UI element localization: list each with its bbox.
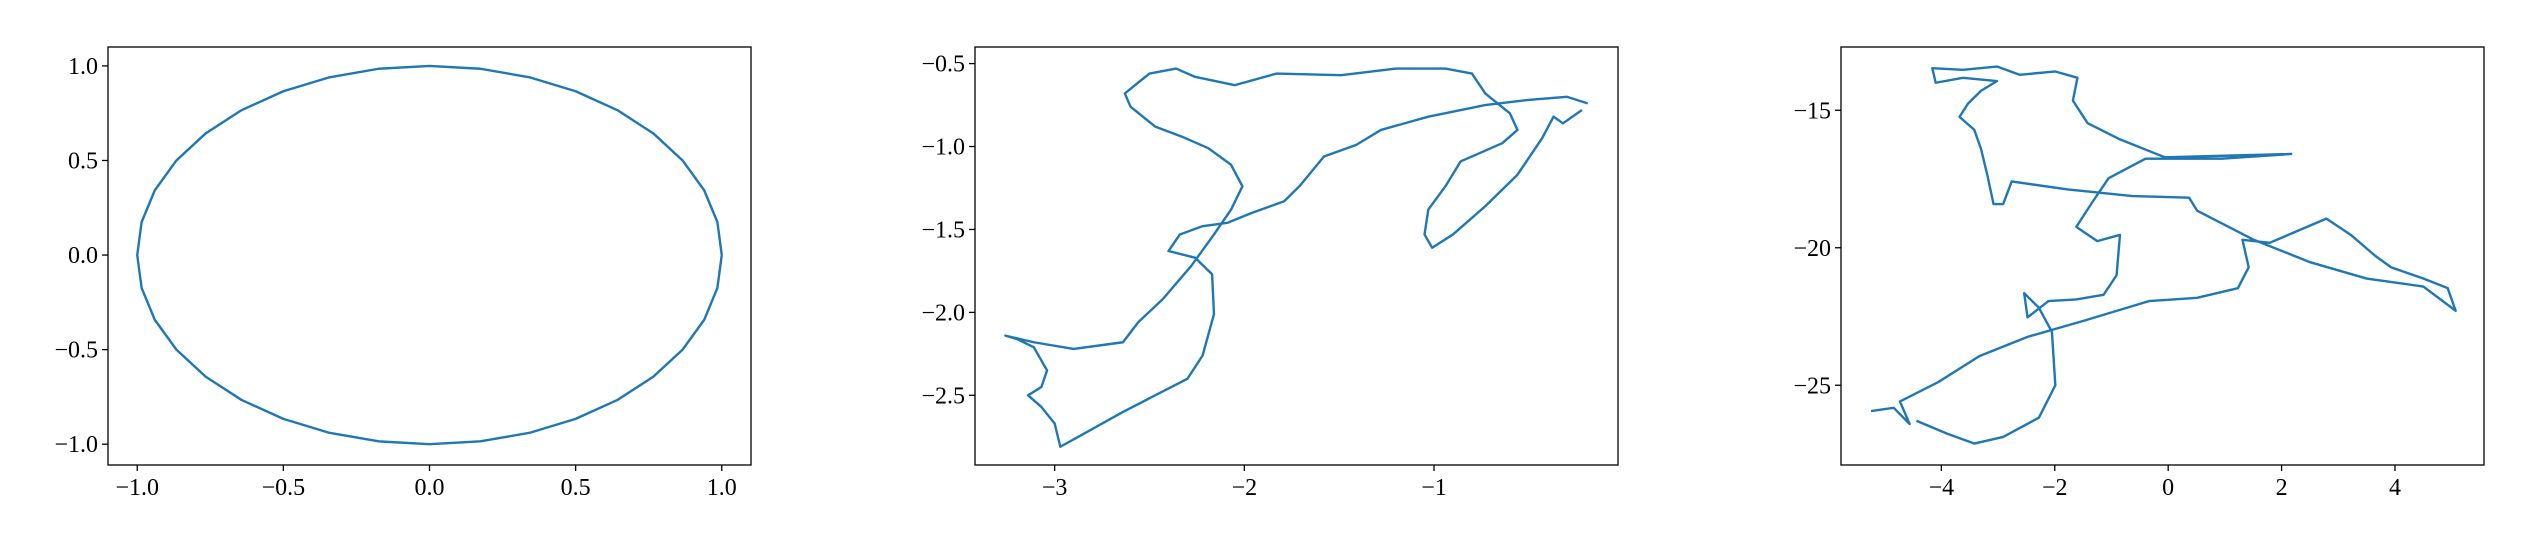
y-tick-label: −0.5 [921,52,965,78]
y-tick-label: 1.0 [68,54,98,80]
x-tick-label: 2 [2276,475,2288,501]
x-tick-label: −4 [1929,475,1955,501]
x-tick-label: −0.5 [262,475,306,501]
y-tick-label: 0.5 [68,148,98,174]
y-tick-label: −1.0 [54,432,98,458]
x-tick-label: 4 [2389,475,2401,501]
y-tick-label: −25 [1793,373,1831,399]
x-tick-label: −2 [1232,475,1258,501]
y-tick-label: −15 [1793,98,1831,124]
y-tick-label: −1.0 [921,135,965,161]
axes-frame [1840,46,2485,466]
axes-frame [974,46,1619,466]
data-line [1004,67,1589,448]
x-tick-label: 0 [2162,475,2174,501]
y-tick-label: −1.5 [921,217,965,243]
y-tick-label: −0.5 [54,338,98,364]
x-tick-label: −3 [1042,475,1068,501]
y-tick-label: −2.5 [921,383,965,409]
y-tick-label: −20 [1793,236,1831,262]
x-tick-label: −2 [2042,475,2068,501]
x-tick-label: 0.0 [415,475,445,501]
y-tick-label: 0.0 [68,243,98,269]
x-tick-label: 1.0 [707,475,737,501]
x-tick-label: 0.5 [561,475,591,501]
data-line [1870,65,2457,445]
x-tick-label: −1.0 [115,475,159,501]
data-line [136,64,723,446]
axes-frame [107,46,752,466]
y-tick-label: −2.0 [921,300,965,326]
x-tick-label: −1 [1421,475,1447,501]
